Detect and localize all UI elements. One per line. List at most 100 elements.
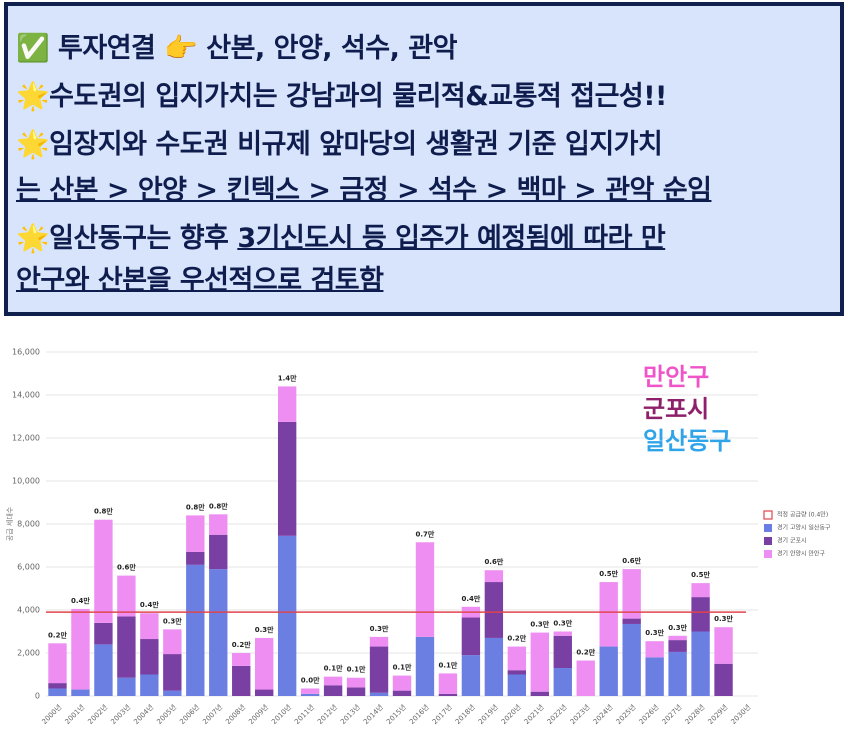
total-label: 0.8만 xyxy=(209,501,228,510)
x-tick-label: 2008년 xyxy=(224,702,248,726)
x-tick-label: 2002년 xyxy=(86,702,110,726)
annotation: 일산동구 xyxy=(643,427,731,455)
total-label: 0.1만 xyxy=(439,660,458,669)
bar-segment xyxy=(140,613,159,640)
panel-text: 3기신도시 등 입주가 예정됨에 따라 만 xyxy=(237,223,666,254)
legend-swatch xyxy=(763,510,773,520)
total-label: 0.4만 xyxy=(140,600,159,609)
panel-line: 는 산본 > 안양 > 킨텍스 > 금정 > 석수 > 백마 > 관악 순임 xyxy=(16,175,712,206)
x-tick-label: 2007년 xyxy=(201,702,225,726)
total-label: 0.3만 xyxy=(553,619,572,628)
x-tick-label: 2001년 xyxy=(63,702,87,726)
bar-segment xyxy=(71,608,90,690)
bar-segment xyxy=(48,683,67,689)
bar-segment xyxy=(461,655,481,696)
total-label: 0.3만 xyxy=(645,628,664,637)
bar-segment xyxy=(415,636,435,696)
x-tick-label: 2028년 xyxy=(683,702,707,726)
x-tick-label: 2022년 xyxy=(545,702,569,726)
bar-segment xyxy=(645,657,664,696)
total-label: 0.2만 xyxy=(507,634,526,643)
total-label: 0.3만 xyxy=(714,614,733,623)
total-label: 0.4만 xyxy=(461,594,480,603)
total-label: 0.8만 xyxy=(186,502,205,511)
annotation: 만안구 xyxy=(643,363,709,391)
y-tick-label: 6,000 xyxy=(17,563,40,572)
bar-segment xyxy=(392,675,412,691)
panel-line: 🌟일산동구는 향후 3기신도시 등 입주가 예정됨에 따라 만 xyxy=(16,216,666,255)
x-tick-label: 2012년 xyxy=(315,702,339,726)
x-tick-label: 2009년 xyxy=(246,702,270,726)
x-tick-label: 2011년 xyxy=(292,702,316,726)
bar-segment xyxy=(209,569,228,696)
y-tick-label: 2,000 xyxy=(17,649,40,658)
legend-label: 경기 군포시 xyxy=(777,537,807,545)
total-label: 0.3만 xyxy=(530,620,549,629)
x-tick-label: 2020년 xyxy=(499,702,523,726)
total-label: 0.6만 xyxy=(117,563,136,572)
panel-text: 🌟일산동구는 향후 xyxy=(16,223,238,254)
bar-segment xyxy=(530,691,549,696)
legend-swatch xyxy=(764,524,772,532)
text-panel: ✅ 투자연결 👉 산본, 안양, 석수, 관악 🌟수도권의 입지가치는 강남과의… xyxy=(4,2,844,316)
bar-segment xyxy=(209,514,228,535)
bar-segment xyxy=(461,617,481,656)
bar-segment xyxy=(392,690,412,696)
x-tick-label: 2026년 xyxy=(637,702,661,726)
bar-segment xyxy=(140,639,159,675)
x-tick-label: 2029년 xyxy=(706,702,730,726)
total-label: 0.3만 xyxy=(668,623,687,632)
total-label: 0.2만 xyxy=(48,630,67,639)
panel-line: 🌟수도권의 입지가치는 강남과의 물리적&교통적 접근성!! xyxy=(16,81,667,112)
bar-segment xyxy=(94,519,113,623)
x-tick-label: 2021년 xyxy=(522,702,546,726)
bar-segment xyxy=(277,535,297,696)
legend-swatch xyxy=(764,550,772,558)
bar-segment xyxy=(622,569,641,619)
bar-segment xyxy=(691,583,710,598)
total-label: 0.4만 xyxy=(71,596,90,605)
total-label: 0.1만 xyxy=(393,663,412,672)
x-tick-label: 2025년 xyxy=(614,702,638,726)
x-tick-label: 2015년 xyxy=(384,702,408,726)
panel-line: ✅ 투자연결 👉 산본, 안양, 석수, 관악 xyxy=(16,33,458,64)
bar-segment xyxy=(622,618,641,624)
bar-segment xyxy=(484,637,504,696)
total-label: 0.3만 xyxy=(370,624,389,633)
bar-segment xyxy=(186,515,205,552)
bar-segment xyxy=(691,631,710,696)
bar-segment xyxy=(507,646,527,671)
y-tick-label: 10,000 xyxy=(12,477,40,486)
bar-segment xyxy=(507,674,527,696)
y-tick-label: 0 xyxy=(35,692,40,701)
x-tick-label: 2010년 xyxy=(269,702,293,726)
bar-segment xyxy=(323,685,343,696)
bar-segment xyxy=(94,622,113,645)
total-label: 0.6만 xyxy=(622,556,641,565)
y-tick-label: 4,000 xyxy=(17,606,40,615)
x-tick-label: 2024년 xyxy=(591,702,615,726)
bar-segment xyxy=(117,616,136,678)
bar-segment xyxy=(691,597,710,632)
bar-segment xyxy=(255,689,274,696)
bar-segment xyxy=(714,663,733,696)
total-label: 0.1만 xyxy=(324,664,343,673)
bar-segment xyxy=(117,677,136,696)
total-label: 0.2만 xyxy=(576,648,595,657)
panel-line: 🌟임장지와 수도권 비규제 앞마당의 생활권 기준 입지가치 xyxy=(16,129,663,160)
x-tick-label: 2018년 xyxy=(453,702,477,726)
bar-segment xyxy=(277,386,297,422)
y-axis-label: 공급 세대수 xyxy=(5,506,14,541)
bar-segment xyxy=(209,534,228,570)
total-label: 0.5만 xyxy=(599,569,618,578)
bar-segment xyxy=(277,421,297,536)
bar-segment xyxy=(507,670,527,675)
x-tick-label: 2006년 xyxy=(178,702,202,726)
legend-label: 경기 고양시 일산동구 xyxy=(777,524,831,532)
bar-segment xyxy=(622,623,641,696)
bar-segment xyxy=(530,632,549,692)
bar-segment xyxy=(369,692,389,696)
total-label: 0.5만 xyxy=(691,570,710,579)
bar-segment xyxy=(232,653,251,666)
total-label: 0.0만 xyxy=(301,675,320,684)
